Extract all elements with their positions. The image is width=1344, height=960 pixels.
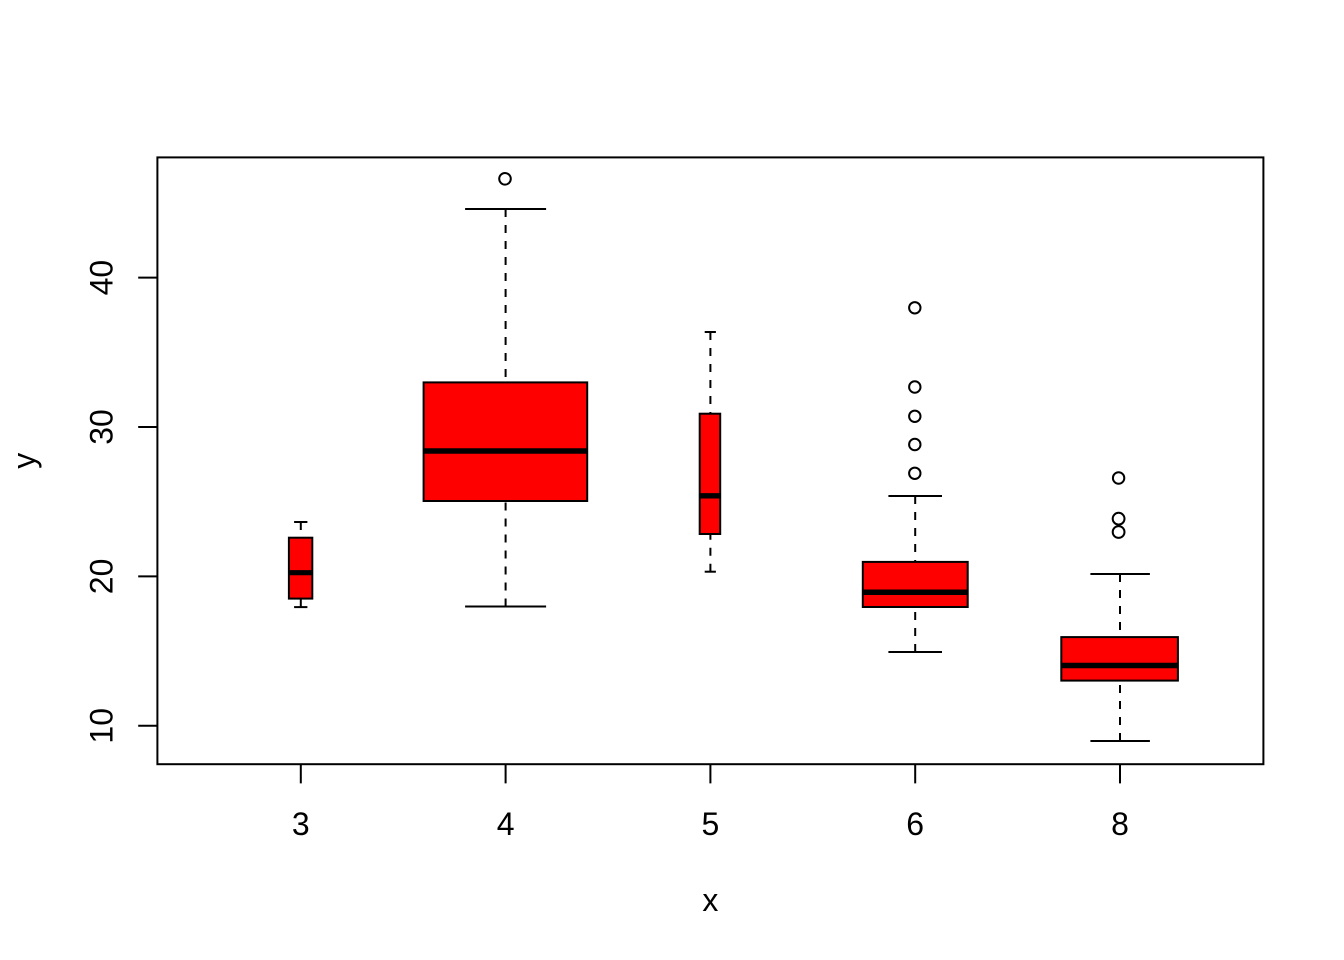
svg-text:3: 3 (292, 806, 310, 842)
svg-text:x: x (702, 882, 718, 918)
svg-text:6: 6 (906, 806, 924, 842)
svg-text:y: y (6, 453, 42, 469)
svg-text:4: 4 (497, 806, 515, 842)
svg-text:10: 10 (84, 708, 120, 744)
svg-text:30: 30 (84, 409, 120, 445)
svg-text:40: 40 (84, 260, 120, 296)
svg-text:20: 20 (84, 559, 120, 595)
svg-text:8: 8 (1111, 806, 1129, 842)
svg-text:5: 5 (702, 806, 720, 842)
